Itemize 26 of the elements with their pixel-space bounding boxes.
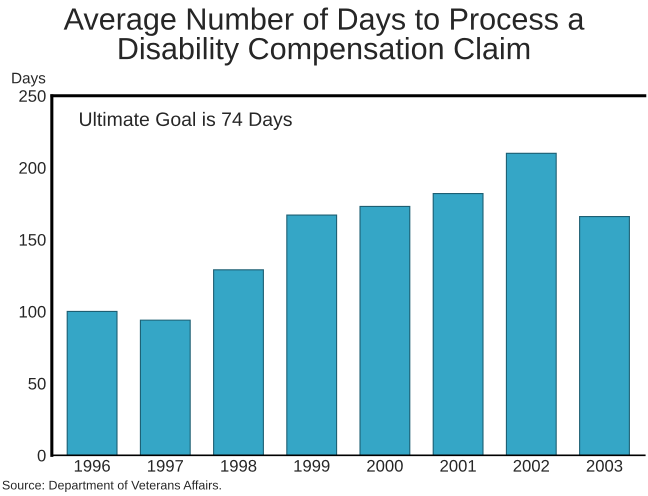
bar [506,152,557,456]
bar [140,320,191,456]
x-tick-label: 1999 [294,460,330,472]
x-tick-label: 2003 [586,460,622,472]
bar [213,269,264,456]
x-tick-label: 2001 [440,460,476,472]
bar [359,206,410,456]
x-tick-label: 1997 [148,460,184,472]
x-tick-label: 1998 [221,460,256,472]
source-note: Source: Department of Veterans Affairs. [2,480,221,492]
y-tick-label: 100 [20,306,46,318]
x-tick-label: 2002 [514,460,550,472]
x-tick-label: 2000 [367,460,403,472]
y-tick-label: 0 [38,450,46,462]
bar [286,214,338,456]
y-tick-label: 50 [28,378,46,390]
bar [66,310,118,456]
y-axis-title: Days [12,72,46,86]
chart-title: Average Number of Days to Process a Disability Compensation Claim [64,7,584,66]
y-tick-label: 150 [20,234,46,246]
x-tick-label: 1996 [74,460,110,472]
bar [432,192,484,456]
annotation: Ultimate Goal is 74 Days [80,112,292,130]
bar [579,216,630,456]
y-tick-label: 250 [19,90,46,102]
y-tick-label: 200 [19,162,46,174]
